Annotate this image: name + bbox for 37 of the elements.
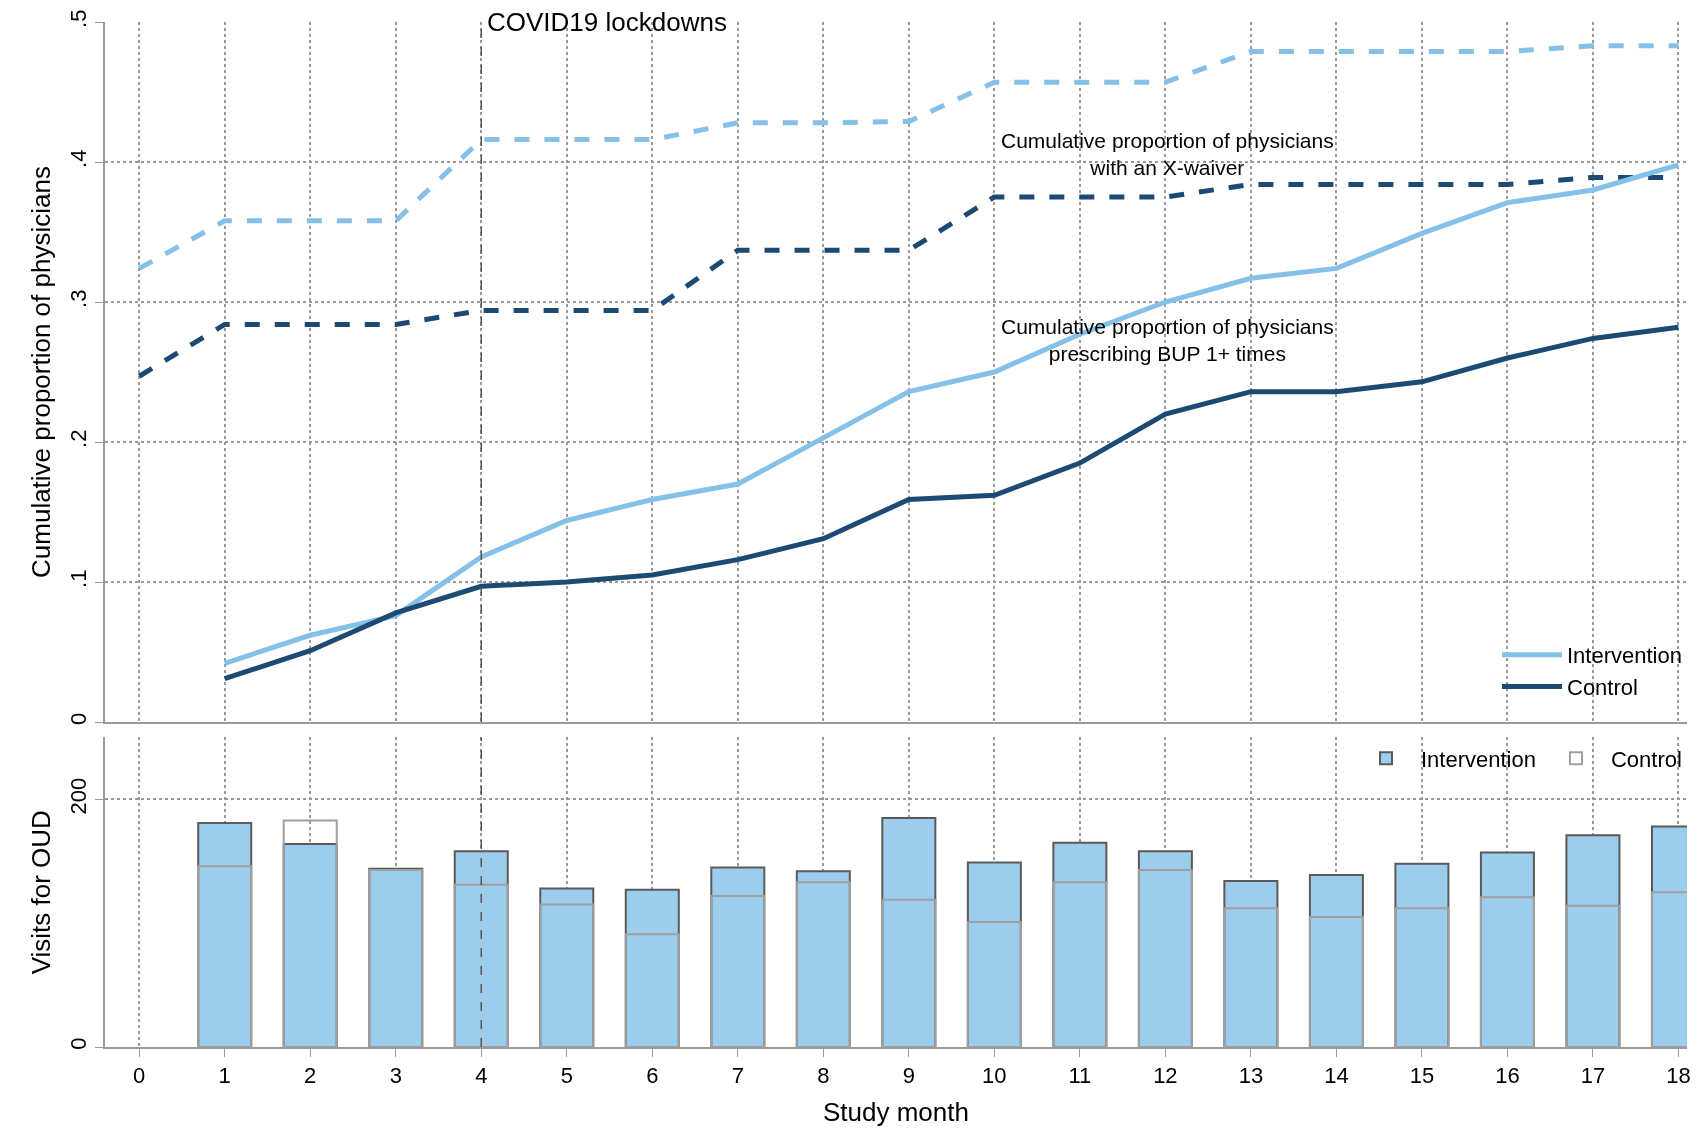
x-tick-label: 17 [1580, 1063, 1606, 1089]
annotation: Cumulative proportion of physicians prescribing BUP 1+ times [1001, 315, 1334, 366]
y-tick-label: 200 [66, 777, 92, 815]
legend-label: Control [1610, 746, 1682, 772]
y-tick-label: .2 [66, 429, 92, 448]
x-tick-label: 18 [1666, 1063, 1691, 1089]
x-tick-label: 14 [1324, 1063, 1349, 1089]
x-tick-label: 4 [475, 1063, 488, 1089]
y-tick-label: .1 [66, 569, 92, 588]
x-tick-label: 6 [646, 1063, 659, 1089]
x-tick-label: 3 [389, 1063, 402, 1089]
x-tick-label: 2 [304, 1063, 317, 1089]
x-tick-label: 1 [218, 1063, 231, 1089]
x-tick-label: 5 [560, 1063, 573, 1089]
annotation: Cumulative proportion of physicians with an X-waiver [1001, 129, 1334, 180]
x-tick-label: 13 [1238, 1063, 1264, 1089]
x-tick-label: 12 [1153, 1063, 1178, 1089]
y-tick-label: 0 [66, 1037, 92, 1050]
y-axis-title: Visits for OUD [26, 810, 57, 975]
x-tick-label: 7 [731, 1063, 744, 1089]
x-tick-label: 15 [1409, 1063, 1435, 1089]
y-tick-label: 0 [66, 712, 92, 725]
x-tick-label: 16 [1495, 1063, 1520, 1089]
x-tick-label: 11 [1068, 1063, 1092, 1089]
x-tick-label: 0 [133, 1063, 146, 1089]
x-tick-label: 8 [817, 1063, 830, 1089]
x-tick-label: 10 [982, 1063, 1007, 1089]
legend-label: Intervention [1421, 746, 1536, 772]
legend-label: Intervention [1567, 643, 1682, 669]
x-tick-label: 9 [902, 1063, 915, 1089]
y-axis-title: Cumulative proportion of physicians [26, 166, 57, 578]
y-tick-label: .3 [66, 289, 92, 308]
legend-label: Control [1567, 675, 1638, 701]
ref-line-label: COVID19 lockdowns [487, 7, 727, 37]
x-axis-title: Study month [823, 1096, 969, 1127]
y-tick-label: .5 [66, 9, 92, 28]
y-tick-label: .4 [66, 149, 92, 168]
